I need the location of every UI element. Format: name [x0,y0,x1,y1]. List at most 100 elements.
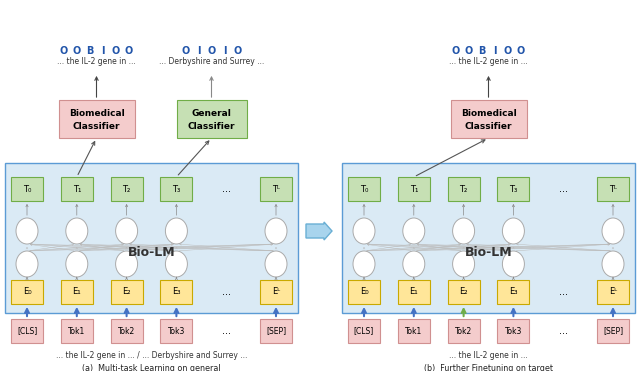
Ellipse shape [602,251,624,277]
Ellipse shape [116,251,138,277]
Bar [451,100,527,138]
Text: [SEP]: [SEP] [603,326,623,335]
Text: O: O [73,46,81,56]
Bar [447,280,479,304]
Text: [SEP]: [SEP] [266,326,286,335]
Text: I: I [493,46,497,56]
Text: Tok3: Tok3 [505,326,522,335]
Text: Tok3: Tok3 [168,326,185,335]
Text: Tok1: Tok1 [68,326,85,335]
Bar [111,177,143,201]
Text: [CLS]: [CLS] [354,326,374,335]
Text: E₃: E₃ [509,288,518,296]
Bar [597,280,629,304]
Text: Bio-LM: Bio-LM [128,246,175,259]
Bar [61,319,93,343]
Text: Tok1: Tok1 [405,326,422,335]
Ellipse shape [16,218,38,244]
Text: O: O [207,46,216,56]
Text: E₂: E₂ [460,288,468,296]
Text: E₀: E₀ [22,288,31,296]
Text: Eᴸ: Eᴸ [272,288,280,296]
Bar [111,280,143,304]
Ellipse shape [353,218,375,244]
Bar [161,319,193,343]
Text: ...: ... [559,287,568,297]
Bar [398,177,430,201]
Text: O: O [60,46,68,56]
Bar [260,319,292,343]
Text: I: I [223,46,227,56]
Text: T₀: T₀ [23,184,31,194]
Bar [111,319,143,343]
Text: Classifier: Classifier [188,122,236,131]
Ellipse shape [116,218,138,244]
Text: Biomedical: Biomedical [461,109,516,118]
Text: I: I [101,46,105,56]
Text: ...: ... [559,184,568,194]
Text: ... the IL-2 gene in ...: ... the IL-2 gene in ... [57,58,136,66]
Bar [260,280,292,304]
Text: O: O [465,46,473,56]
Bar [61,280,93,304]
Text: O: O [125,46,133,56]
Text: O: O [452,46,460,56]
Text: Biomedical: Biomedical [68,109,124,118]
Text: I: I [196,46,200,56]
Text: O: O [517,46,525,56]
FancyArrow shape [306,222,332,240]
Bar [11,280,43,304]
Text: (a)  Multi-task Learning on general
       and biomedical NER datasets: (a) Multi-task Learning on general and b… [82,364,221,371]
Text: E₀: E₀ [360,288,368,296]
Ellipse shape [265,218,287,244]
Bar [61,177,93,201]
Ellipse shape [403,218,425,244]
Ellipse shape [165,251,188,277]
Text: T₁: T₁ [410,184,418,194]
Ellipse shape [165,218,188,244]
Bar [161,177,193,201]
Bar [5,163,298,313]
Bar [260,177,292,201]
Text: (b)  Further Finetuning on target
       biomedical NER datasets: (b) Further Finetuning on target biomedi… [424,364,553,371]
Bar [342,163,635,313]
Text: O: O [504,46,512,56]
Text: ...: ... [221,184,230,194]
Bar [497,280,529,304]
Text: T₂: T₂ [460,184,468,194]
Ellipse shape [602,218,624,244]
Ellipse shape [452,251,475,277]
Text: ...: ... [221,287,230,297]
Bar [597,177,629,201]
Bar [348,319,380,343]
Text: ... the IL-2 gene in ...: ... the IL-2 gene in ... [449,58,528,66]
Bar [11,177,43,201]
Ellipse shape [403,251,425,277]
Text: B: B [86,46,93,56]
Bar [447,319,479,343]
Bar [348,280,380,304]
Text: ... the IL-2 gene in ... / ... Derbyshire and Surrey ...: ... the IL-2 gene in ... / ... Derbyshir… [56,351,247,359]
Text: T₁: T₁ [72,184,81,194]
Text: Classifier: Classifier [465,122,512,131]
Text: ...: ... [559,326,568,336]
Text: Bio-LM: Bio-LM [465,246,512,259]
Bar [161,280,193,304]
Text: E₁: E₁ [410,288,418,296]
Text: O: O [112,46,120,56]
Bar [597,319,629,343]
Text: T₃: T₃ [509,184,518,194]
Ellipse shape [353,251,375,277]
Text: E₁: E₁ [72,288,81,296]
Text: General: General [191,109,232,118]
Ellipse shape [16,251,38,277]
Text: O: O [181,46,189,56]
Bar [11,319,43,343]
Bar [398,319,430,343]
Text: B: B [478,46,486,56]
Ellipse shape [66,251,88,277]
Bar [497,177,529,201]
Text: Tᴸ: Tᴸ [272,184,280,194]
Text: Tᴸ: Tᴸ [609,184,617,194]
Text: T₀: T₀ [360,184,368,194]
